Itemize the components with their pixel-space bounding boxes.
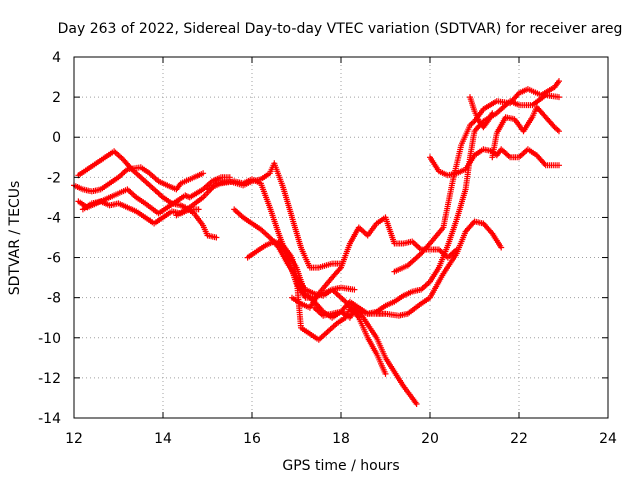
chart-title: Day 263 of 2022, Sidereal Day-to-day VTE… [58, 21, 623, 37]
y-tick-label: 0 [52, 130, 61, 146]
x-tick-label: 14 [154, 431, 172, 447]
data-point-markers [289, 214, 460, 311]
x-tick-label: 12 [65, 431, 83, 447]
x-tick-label: 16 [243, 431, 261, 447]
series-track-m [427, 146, 562, 179]
data-point-markers [75, 174, 233, 217]
y-tick-label: -14 [38, 411, 61, 427]
series-track-j [311, 218, 505, 321]
data-point-markers [467, 94, 496, 131]
data-point-markers [427, 146, 562, 179]
y-tick-label: -4 [47, 210, 61, 226]
x-tick-label: 24 [599, 431, 617, 447]
series-track-o [467, 94, 496, 131]
y-tick-label: -10 [38, 331, 61, 347]
y-tick-label: -2 [47, 170, 61, 186]
y-tick-label: -12 [38, 371, 61, 387]
x-tick-label: 20 [421, 431, 439, 447]
y-tick-label: -8 [47, 291, 61, 307]
series-track-b [75, 174, 233, 217]
y-tick-label: 4 [52, 50, 61, 66]
x-tick-label: 18 [332, 431, 350, 447]
series-track-n [489, 104, 562, 161]
data-point-markers [311, 218, 505, 321]
grid-layer [74, 57, 608, 418]
y-tick-label: 2 [52, 90, 61, 106]
x-axis-label: GPS time / hours [282, 458, 399, 474]
data-layer [71, 78, 562, 407]
x-tick-label: 22 [510, 431, 528, 447]
data-point-markers [391, 78, 562, 275]
y-tick-label: -6 [47, 251, 61, 267]
series-track-k [289, 214, 460, 311]
data-point-markers [489, 104, 562, 161]
y-axis-label: SDTVAR / TECUs [7, 181, 23, 296]
series-track-l [391, 78, 562, 275]
